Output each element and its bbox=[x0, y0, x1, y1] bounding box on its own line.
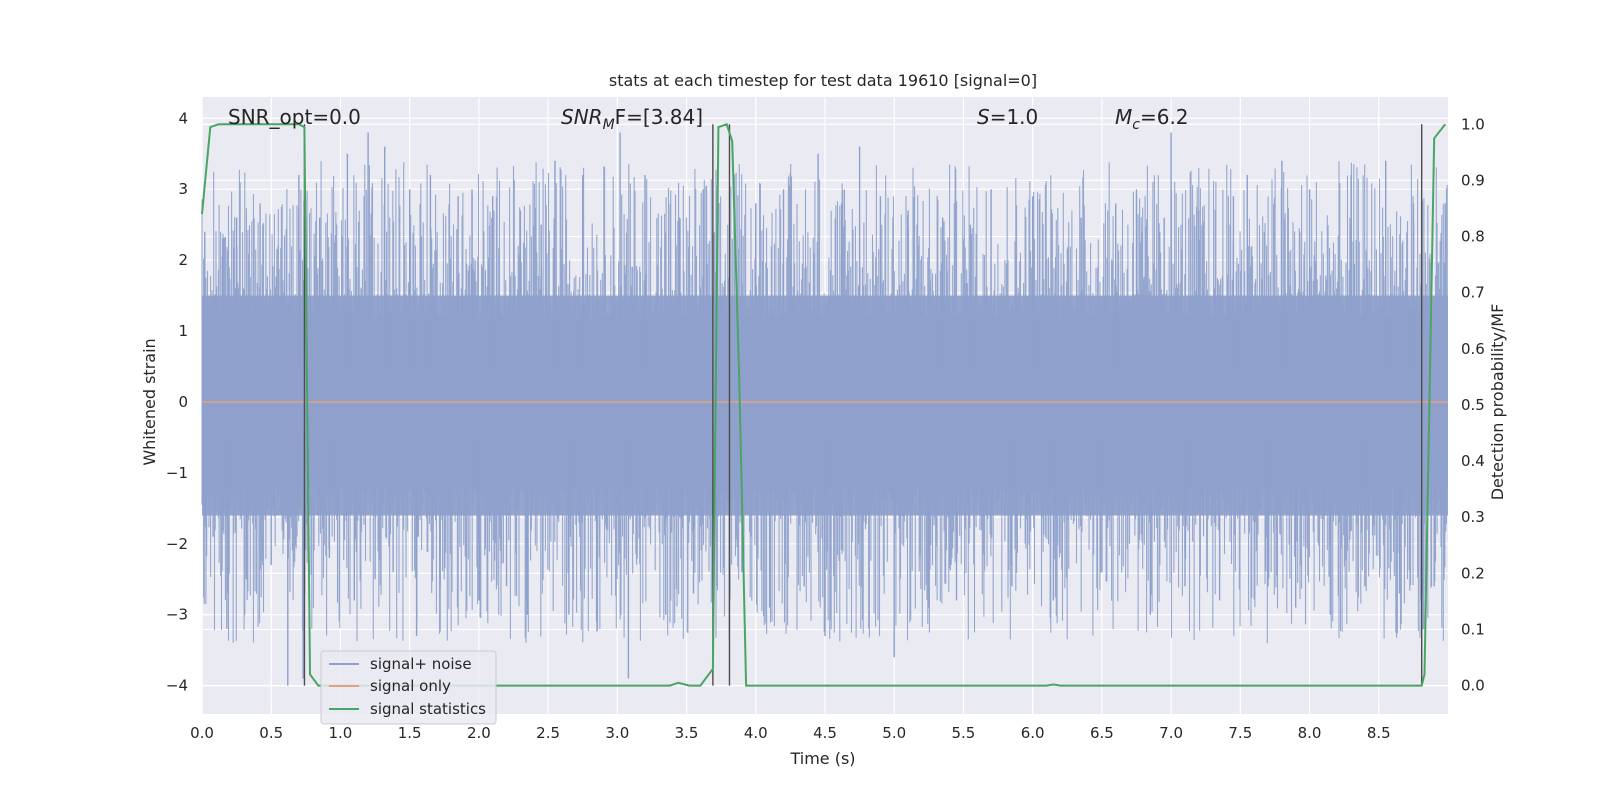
x-tick-label: 2.0 bbox=[467, 724, 491, 742]
annotation-snr-opt: SNR_opt=0.0 bbox=[228, 105, 361, 129]
chart-title: stats at each timestep for test data 196… bbox=[609, 71, 1037, 90]
y-left-tick-label: 0 bbox=[178, 393, 188, 411]
x-tick-label: 5.5 bbox=[952, 724, 976, 742]
annotation-s: S=1.0 bbox=[977, 105, 1038, 129]
y-right-tick-label: 0.0 bbox=[1461, 677, 1485, 695]
x-tick-label: 5.0 bbox=[882, 724, 906, 742]
x-tick-label: 2.5 bbox=[536, 724, 560, 742]
annotation-s-value: =1.0 bbox=[990, 105, 1039, 129]
annotation-mc-value: =6.2 bbox=[1140, 105, 1189, 129]
x-tick-label: 6.5 bbox=[1090, 724, 1114, 742]
y-left-tick-label: −3 bbox=[166, 606, 188, 624]
y-left-tick-label: −4 bbox=[166, 677, 188, 695]
annotation-snr-mf-var: SNR bbox=[561, 105, 603, 129]
y-left-tick-label: −1 bbox=[166, 464, 188, 482]
x-tick-label: 1.5 bbox=[398, 724, 422, 742]
y-right-tick-label: 0.8 bbox=[1461, 228, 1485, 246]
x-tick-label: 3.5 bbox=[675, 724, 699, 742]
annotation-snr-mf-sub: M bbox=[603, 117, 615, 133]
x-tick-label: 8.5 bbox=[1367, 724, 1391, 742]
annotation-snr-mf-value: F=[3.84] bbox=[615, 105, 703, 129]
annotation-mc-sub: c bbox=[1132, 117, 1140, 133]
y-left-tick-label: 3 bbox=[178, 180, 188, 198]
x-tick-label: 3.0 bbox=[605, 724, 629, 742]
x-tick-label: 7.5 bbox=[1228, 724, 1252, 742]
y-left-tick-label: 2 bbox=[178, 251, 188, 269]
noise-peaks bbox=[204, 132, 1446, 686]
legend-label-signal-statistics: signal statistics bbox=[370, 700, 486, 718]
annotation-mc-var: M bbox=[1115, 105, 1132, 129]
y-right-tick-label: 0.5 bbox=[1461, 396, 1485, 414]
x-tick-labels: 0.0 0.5 1.0 1.5 2.0 2.5 3.0 3.5 4.0 4.5 5.0 5.5 6.0 6… bbox=[190, 724, 1391, 742]
x-tick-label: 6.0 bbox=[1021, 724, 1045, 742]
y-right-tick-label: 0.1 bbox=[1461, 620, 1485, 638]
y-right-tick-label: 0.2 bbox=[1461, 564, 1485, 582]
legend-box bbox=[320, 650, 497, 725]
y-right-axis-label: Detection probability/MF bbox=[1488, 304, 1507, 501]
y-right-tick-label: 1.0 bbox=[1461, 115, 1485, 133]
x-tick-label: 4.0 bbox=[744, 724, 768, 742]
y-right-tick-label: 0.9 bbox=[1461, 171, 1485, 189]
legend: signal+ noise signal only signal statist… bbox=[320, 650, 497, 725]
x-tick-label: 4.5 bbox=[813, 724, 837, 742]
y-right-tick-labels: 1.0 0.9 0.8 0.7 0.6 0.5 0.4 0.3 0.2 0.1 0.0 bbox=[1461, 115, 1485, 694]
x-tick-label: 1.0 bbox=[329, 724, 353, 742]
y-left-tick-label: 4 bbox=[178, 109, 188, 127]
y-left-axis-label: Whitened strain bbox=[140, 338, 159, 465]
series-signal-statistics-line bbox=[201, 123, 1446, 687]
y-right-tick-label: 0.7 bbox=[1461, 284, 1485, 302]
x-tick-label: 7.0 bbox=[1159, 724, 1183, 742]
y-right-tick-label: 0.4 bbox=[1461, 452, 1485, 470]
series-signal-plus-noise bbox=[201, 132, 1448, 686]
annotation-snr-mf: SNRMF=[3.84] bbox=[561, 105, 703, 133]
x-tick-label: 0.0 bbox=[190, 724, 214, 742]
legend-label-signal-only: signal only bbox=[370, 677, 451, 695]
y-right-tick-label: 0.3 bbox=[1461, 508, 1485, 526]
x-tick-label: 8.0 bbox=[1298, 724, 1322, 742]
x-axis-label: Time (s) bbox=[789, 749, 855, 768]
y-left-tick-labels: 4 3 2 1 0 −1 −2 −3 −4 bbox=[166, 109, 188, 694]
x-tick-label: 0.5 bbox=[259, 724, 283, 742]
y-right-tick-label: 0.6 bbox=[1461, 340, 1485, 358]
annotation-mc: Mc=6.2 bbox=[1115, 105, 1189, 133]
y-left-tick-label: −2 bbox=[166, 535, 188, 553]
y-left-tick-label: 1 bbox=[178, 322, 188, 340]
annotation-s-var: S bbox=[977, 105, 990, 129]
legend-label-signal-plus-noise: signal+ noise bbox=[370, 655, 472, 673]
